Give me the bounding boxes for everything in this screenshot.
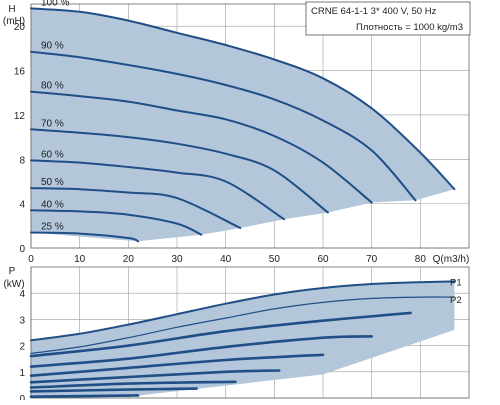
plot-frame (30, 3, 470, 249)
x-tick-label: 80 (415, 254, 427, 265)
y-tick-label: 16 (14, 67, 26, 78)
y-axis-unit: (mH) (3, 16, 25, 27)
p1-label: P1 (450, 277, 462, 288)
p2-curve (30, 296, 455, 355)
speed-curve (30, 90, 373, 204)
x-tick-label: 40 (220, 254, 232, 265)
top-panel: 100 % 90 % 80 % 70 % 60 % 50 % 40 % 25 % 0 10 20 30… (3, 0, 471, 265)
y-tick-label: 12 (14, 111, 26, 122)
p2-label: P2 (450, 295, 462, 306)
y-tick-label: 0 (19, 394, 25, 400)
x-tick-label: 60 (317, 254, 329, 265)
speed-curve (30, 187, 242, 229)
speed-curve (30, 209, 203, 236)
y-tick-label: 2 (19, 342, 25, 353)
series-label: 70 % (41, 118, 64, 129)
power-region (31, 281, 455, 398)
power-speed-curve (29, 380, 237, 389)
y-axis-unit: (kW) (3, 279, 24, 290)
bottom-panel: P1 P2 0 1 2 3 4 P (kW) (3, 266, 470, 405)
series-label: 25 % (41, 221, 64, 232)
x-tick-label: 20 (123, 254, 135, 265)
series-label: 90 % (41, 41, 64, 52)
y-tick-label: 8 (19, 155, 25, 166)
y-tick-label: 1 (19, 368, 25, 379)
series-label: 40 % (41, 199, 64, 210)
speed-curve (30, 128, 329, 214)
y-tick-label: 4 (19, 289, 25, 300)
x-tick-label: 0 (28, 254, 34, 265)
pump-model-label: CRNE 64-1-1 3* 400 V, 50 Hz (311, 6, 437, 17)
x-tick-label: 10 (74, 254, 86, 265)
series-label: 50 % (41, 177, 64, 188)
density-label: Плотность = 1000 kg/m3 (356, 22, 463, 33)
y-tick-label: 0 (19, 244, 25, 255)
x-tick-label: 30 (171, 254, 183, 265)
power-speed-curve (29, 387, 198, 393)
p1-curve (30, 280, 456, 342)
info-box (305, 1, 471, 36)
y-axis-label: H (8, 4, 15, 15)
series-label: 60 % (41, 149, 64, 160)
y-tick-label: 4 (19, 200, 25, 211)
power-speed-curve (29, 335, 373, 368)
speed-curve (30, 7, 456, 191)
power-speed-curve (29, 311, 412, 358)
speed-curve (30, 231, 140, 243)
y-tick-label: 3 (19, 315, 25, 326)
power-speed-curve (29, 369, 281, 384)
speed-curve (30, 159, 286, 221)
x-tick-label: 50 (269, 254, 281, 265)
series-label: 100 % (41, 0, 69, 8)
power-speed-curve (29, 394, 140, 398)
speed-curve (30, 50, 417, 202)
x-axis-label: Q(m3/h) (433, 254, 470, 265)
x-tick-label: 70 (366, 254, 378, 265)
series-label: 80 % (41, 81, 64, 92)
power-speed-curve (29, 353, 325, 377)
y-tick-label: 20 (14, 22, 26, 33)
plot-frame (30, 266, 470, 399)
y-axis-label: P (9, 266, 16, 277)
